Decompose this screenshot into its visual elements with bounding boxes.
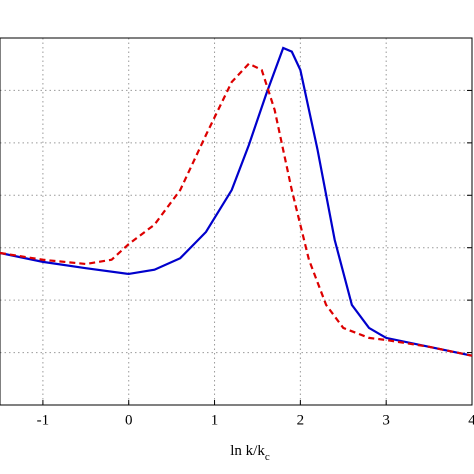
plot-frame <box>0 37 473 406</box>
x-tick-label: 1 <box>211 412 219 428</box>
x-tick-label: 4 <box>468 412 474 428</box>
x-tick-label: 0 <box>125 412 133 428</box>
line-series <box>0 62 473 357</box>
line-series <box>0 46 473 357</box>
x-tick-label: -1 <box>37 412 50 428</box>
x-tick-label: 3 <box>382 412 390 428</box>
x-tick-label: 2 <box>297 412 305 428</box>
x-axis-label: ln k/kc <box>230 443 270 462</box>
